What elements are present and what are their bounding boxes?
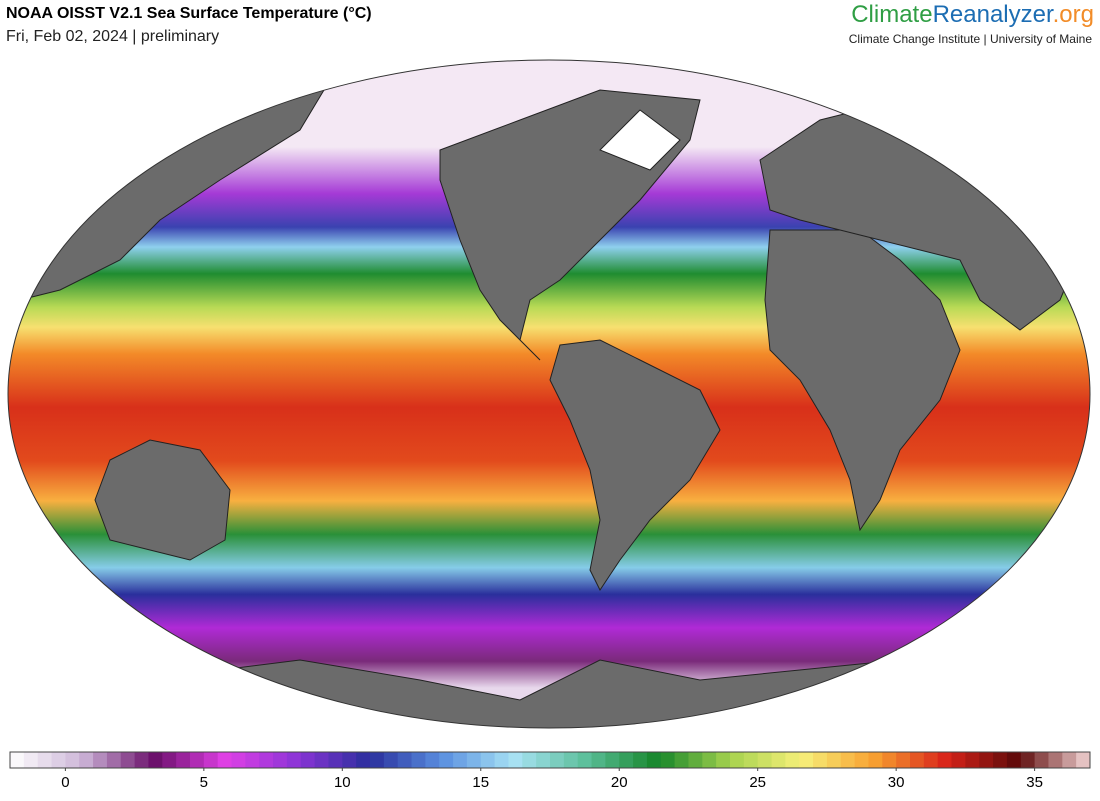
colorbar-swatch: [923, 752, 939, 768]
colorbar-swatch: [466, 752, 482, 768]
colorbar-swatch: [411, 752, 426, 768]
colorbar-frame: [9, 751, 1091, 769]
colorbar-swatch: [314, 752, 329, 768]
colorbar-tick-label: 35: [1026, 774, 1043, 791]
colorbar-swatch: [743, 752, 759, 768]
colorbar-swatch: [854, 752, 869, 768]
affiliation: Climate Change Institute | University of…: [849, 32, 1093, 46]
colorbar-swatch: [868, 752, 883, 768]
colorbar-tick-label: 10: [334, 774, 351, 791]
colorbar-swatch: [1034, 752, 1049, 768]
colorbar-swatch: [176, 752, 191, 768]
colorbar-swatch: [563, 752, 579, 768]
colorbar-swatch: [1006, 752, 1022, 768]
colorbar-swatch: [37, 752, 53, 768]
colorbar-swatch: [577, 752, 593, 768]
colorbar-swatch: [245, 752, 260, 768]
map: [8, 60, 1090, 728]
colorbar-tick-label: 25: [749, 774, 766, 791]
colorbar-swatch: [1048, 752, 1063, 768]
colorbar-swatch: [397, 752, 413, 768]
colorbar-swatch: [370, 752, 385, 768]
colorbar-swatch: [660, 752, 676, 768]
colorbar-swatch: [120, 752, 136, 768]
colorbar-swatch: [965, 752, 980, 768]
colorbar-swatch: [826, 752, 842, 768]
colorbar-swatch: [1076, 752, 1091, 768]
colorbar-swatch: [840, 752, 856, 768]
colorbar-swatch: [619, 752, 634, 768]
colorbar-swatch: [342, 752, 357, 768]
colorbar-swatch: [522, 752, 537, 768]
colorbar-swatch: [65, 752, 80, 768]
colorbar-swatch: [134, 752, 149, 768]
colorbar-tick-label: 20: [611, 774, 628, 791]
colorbar-swatch: [646, 752, 662, 768]
title: NOAA OISST V2.1 Sea Surface Temperature …: [6, 5, 372, 22]
colorbar-swatch: [300, 752, 316, 768]
colorbar-swatch: [106, 752, 122, 768]
colorbar-swatch: [550, 752, 565, 768]
subtitle: Fri, Feb 02, 2024 | preliminary: [6, 28, 219, 45]
colorbar-swatch: [688, 752, 703, 768]
colorbar-swatch: [356, 752, 371, 768]
colorbar-swatch: [203, 752, 219, 768]
colorbar-swatch: [951, 752, 966, 768]
colorbar-swatch: [799, 752, 814, 768]
colorbar-swatch: [425, 752, 440, 768]
colorbar-swatch: [10, 752, 25, 768]
colorbar-tick-label: 5: [200, 774, 208, 791]
colorbar-swatch: [494, 752, 509, 768]
colorbar-swatch: [231, 752, 246, 768]
colorbar-tick-label: 30: [888, 774, 905, 791]
colorbar-tick-label: 15: [472, 774, 489, 791]
colorbar-swatch: [51, 752, 66, 768]
colorbar-swatch: [813, 752, 828, 768]
brand-part: .org: [1053, 1, 1094, 28]
colorbar-swatch: [771, 752, 786, 768]
brand-part: Climate: [851, 1, 932, 28]
colorbar-swatch: [536, 752, 551, 768]
colorbar-swatch: [882, 752, 897, 768]
colorbar-swatch: [730, 752, 745, 768]
brand-part: Reanalyzer: [933, 1, 1054, 28]
brand: ClimateReanalyzer.org: [851, 1, 1094, 28]
colorbar-swatch: [633, 752, 648, 768]
colorbar-swatch: [23, 752, 39, 768]
colorbar-swatch: [508, 752, 523, 768]
colorbar-swatch: [273, 752, 288, 768]
colorbar-swatch: [674, 752, 689, 768]
colorbar-swatch: [93, 752, 108, 768]
colorbar-swatch: [328, 752, 343, 768]
colorbar-swatch: [1020, 752, 1036, 768]
colorbar-swatch: [785, 752, 800, 768]
colorbar-swatch: [286, 752, 302, 768]
colorbar-swatch: [757, 752, 773, 768]
colorbar-swatch: [910, 752, 925, 768]
colorbar-swatch: [190, 752, 205, 768]
colorbar-swatch: [480, 752, 496, 768]
colorbar-tick-label: 0: [61, 774, 69, 791]
colorbar-swatch: [716, 752, 731, 768]
colorbar-swatch: [439, 752, 454, 768]
colorbar-swatch: [162, 752, 177, 768]
colorbar-swatch: [605, 752, 620, 768]
colorbar-swatch: [591, 752, 606, 768]
colorbar-swatch: [259, 752, 274, 768]
colorbar-swatch: [383, 752, 399, 768]
colorbar-swatch: [148, 752, 163, 768]
colorbar-swatch: [702, 752, 717, 768]
map-border: [7, 59, 1091, 729]
colorbar-swatch: [896, 752, 911, 768]
colorbar-swatch: [993, 752, 1008, 768]
colorbar-swatch: [979, 752, 994, 768]
colorbar-swatch: [217, 752, 233, 768]
colorbar-swatch: [453, 752, 468, 768]
colorbar-swatch: [1062, 752, 1077, 768]
colorbar-swatch: [79, 752, 94, 768]
colorbar-swatch: [937, 752, 953, 768]
colorbar: 0 5 10 15 20 25 30 35: [9, 751, 1091, 791]
